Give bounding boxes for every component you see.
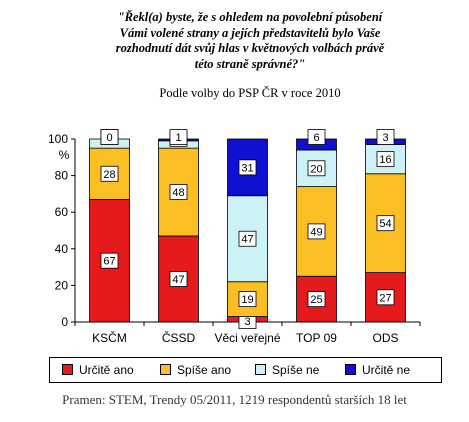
legend-item: Spíše ne	[255, 363, 319, 377]
data-label: 20	[310, 163, 322, 175]
data-label: 49	[310, 226, 322, 238]
legend-label: Spíše ne	[272, 363, 320, 377]
data-label-box	[307, 160, 326, 177]
chart-plot: 020406080100%672850KSČM474841ČSSD3194731…	[48, 129, 421, 345]
data-label: 1	[175, 132, 181, 144]
y-tick-label: 40	[55, 242, 69, 256]
legend-swatch	[62, 364, 73, 375]
data-label-box	[169, 271, 188, 287]
legend-label: Určitě ne	[362, 363, 411, 377]
y-axis-label: %	[59, 148, 70, 162]
data-label: 6	[313, 132, 319, 144]
data-label-box	[100, 252, 119, 269]
category-label: TOP 09	[296, 331, 337, 345]
data-label: 3	[382, 132, 388, 144]
chart-legend: Určitě ano Spíše ano Spíše ne Určitě ne	[49, 357, 442, 383]
data-label-box	[238, 291, 257, 308]
data-label: 3	[244, 316, 250, 328]
data-label: 0	[106, 132, 112, 144]
y-tick-label: 0	[61, 315, 68, 329]
data-label-box	[100, 129, 119, 145]
category-label: Věci veřejné	[214, 331, 280, 345]
data-label: 67	[103, 256, 115, 268]
data-label-box	[238, 159, 257, 176]
data-label-box	[307, 223, 326, 240]
data-label-box	[376, 289, 395, 306]
legend-item: Spíše ano	[160, 363, 231, 377]
data-label-box	[376, 215, 395, 232]
chart-title-line: Vámi volené strany a jejích představitel…	[119, 25, 381, 40]
legend-label: Spíše ano	[177, 363, 232, 377]
chart-title: "Řekl(a) byste, že s ohledem na povolebn…	[60, 10, 440, 72]
data-label-box	[238, 230, 257, 247]
data-label-box	[169, 184, 188, 200]
data-label: 27	[379, 292, 391, 304]
data-label-box	[307, 129, 326, 145]
data-label-box	[376, 129, 395, 145]
data-label: 28	[103, 169, 115, 181]
data-label-box	[100, 165, 119, 182]
source-note: Pramen: STEM, Trendy 05/2011, 1219 respo…	[62, 392, 407, 407]
data-label-box	[376, 151, 395, 168]
data-label: 25	[310, 294, 322, 306]
category-label: ČSSD	[162, 330, 196, 345]
category-label: ODS	[372, 331, 398, 345]
data-label: 19	[241, 294, 253, 306]
data-label: 47	[241, 234, 253, 246]
legend-swatch	[345, 364, 356, 375]
chart-subtitle: Podle volby do PSP ČR v roce 2010	[159, 86, 341, 100]
data-label: 48	[172, 187, 184, 199]
data-label: 47	[172, 274, 184, 286]
data-label-box	[307, 291, 326, 308]
legend-item: Určitě ne	[345, 363, 410, 377]
chart-title-line: "Řekl(a) byste, že s ohledem na povolebn…	[117, 10, 383, 24]
category-label: KSČM	[92, 330, 127, 345]
y-tick-label: 100	[48, 132, 68, 146]
chart-title-line: této straně správné?"	[194, 56, 306, 71]
legend-label: Určitě ano	[79, 363, 134, 377]
y-tick-label: 20	[55, 278, 69, 292]
y-tick-label: 60	[55, 205, 69, 219]
legend-swatch	[160, 364, 171, 375]
chart-title-line: rozhodnutí dát svůj hlas v květnových vo…	[115, 41, 385, 55]
y-tick-label: 80	[55, 169, 69, 183]
data-label-box	[169, 129, 188, 145]
data-label: 31	[241, 162, 253, 174]
data-label: 16	[379, 154, 391, 166]
legend-item: Určitě ano	[62, 363, 134, 377]
legend-swatch	[255, 364, 266, 375]
data-label: 54	[379, 218, 391, 230]
bar-segment	[365, 144, 406, 175]
